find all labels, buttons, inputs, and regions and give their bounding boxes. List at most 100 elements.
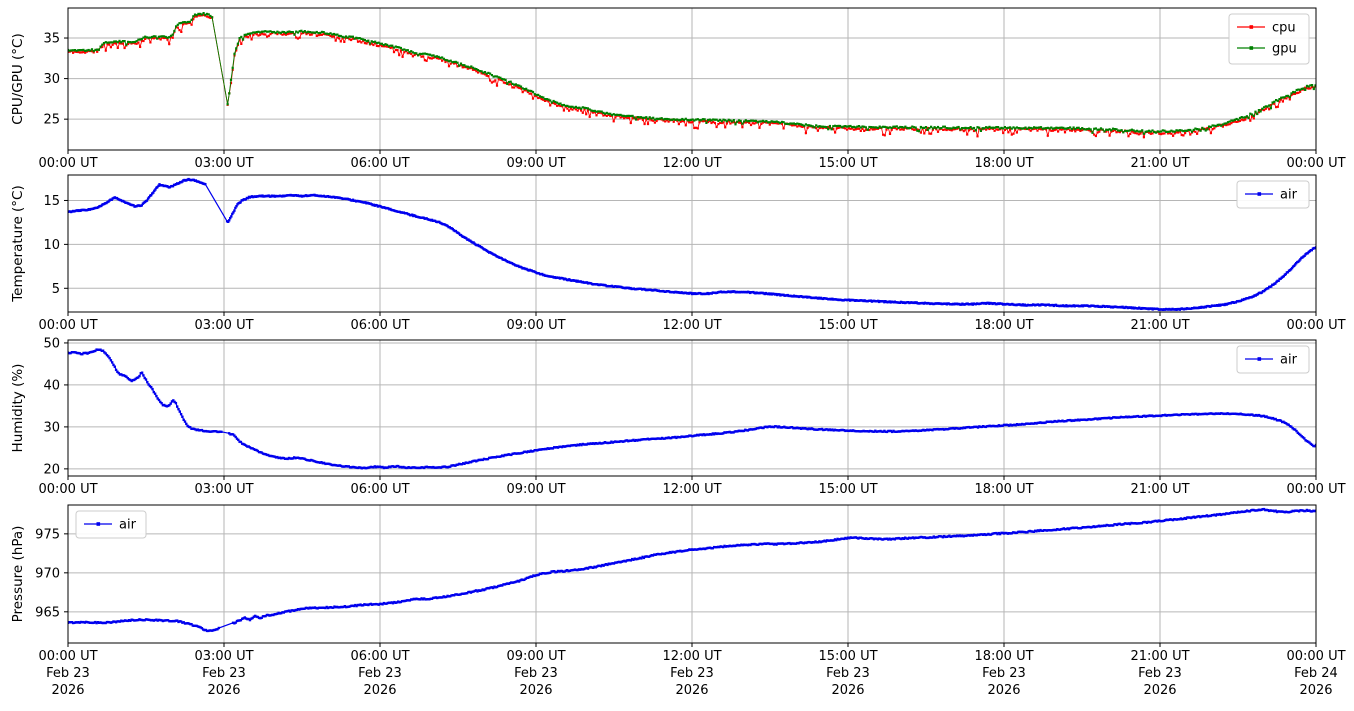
legend-box	[1228, 13, 1310, 65]
x-tick-label: 15:00 UT	[818, 482, 877, 497]
legend-pressure: air	[75, 510, 147, 539]
x-year-label: 2026	[363, 683, 396, 698]
x-tick-label: 15:00 UT	[818, 318, 877, 333]
x-date-label: Feb 23	[670, 666, 714, 681]
x-tick-label: 00:00 UT	[1286, 156, 1345, 171]
grid-pressure	[67, 505, 1317, 643]
legend-label: air	[1280, 353, 1298, 368]
legend-air-temperature: air	[1236, 180, 1310, 209]
x-tick-label: 00:00 UT	[1286, 318, 1345, 333]
x-axis-pressure: 00:00 UT 03:00 UT 06:00 UT 09:00 UT 12:00 UT…	[38, 643, 1346, 664]
y-tick-label: 40	[43, 378, 60, 393]
x-tick-label: 00:00 UT	[38, 482, 97, 497]
legend-marker-sample	[1249, 25, 1254, 29]
x-tick-label: 00:00 UT	[38, 649, 97, 664]
x-tick-label: 12:00 UT	[662, 649, 721, 664]
y-axis-cpu-gpu: 25 30 35	[43, 32, 68, 128]
x-axis-cpu-gpu: 00:00 UT 03:00 UT 06:00 UT 09:00 UT 12:00 UT…	[38, 150, 1346, 171]
y-tick-label: 30	[43, 420, 60, 435]
x-year-label: 2026	[519, 683, 552, 698]
x-tick-label: 03:00 UT	[194, 649, 253, 664]
y-tick-label: 50	[43, 336, 60, 351]
x-year-label: 2026	[987, 683, 1020, 698]
legend-marker-sample	[1257, 192, 1262, 196]
legend-marker-sample	[96, 522, 101, 526]
series-markers-air	[68, 348, 1316, 470]
x-tick-label: 12:00 UT	[662, 318, 721, 333]
y-tick-label: 975	[35, 527, 60, 542]
x-tick-label: 15:00 UT	[818, 156, 877, 171]
x-tick-label: 09:00 UT	[506, 156, 565, 171]
x-tick-label: 03:00 UT	[194, 482, 253, 497]
x-date-label: Feb 24	[1294, 666, 1338, 681]
panel-pressure: 00:00 UT 03:00 UT 06:00 UT 09:00 UT 12:00 UT…	[10, 504, 1346, 664]
panel-humidity: 00:00 UT 03:00 UT 06:00 UT 09:00 UT 12:00 UT…	[10, 336, 1346, 497]
y-tick-label: 10	[43, 238, 60, 253]
x-date-label: Feb 23	[46, 666, 90, 681]
y-tick-label: 30	[43, 72, 60, 87]
x-date-label: Feb 23	[982, 666, 1026, 681]
series-area-air-temperature	[68, 177, 1316, 311]
y-axis-title-pressure: Pressure (hPa)	[10, 526, 26, 623]
x-year-label: 2026	[51, 683, 84, 698]
x-tick-label: 03:00 UT	[194, 156, 253, 171]
x-tick-label: 18:00 UT	[974, 156, 1033, 171]
grid-humidity	[67, 340, 1317, 476]
x-tick-label: 21:00 UT	[1130, 318, 1189, 333]
x-tick-label: 09:00 UT	[506, 482, 565, 497]
legend-label: cpu	[1272, 21, 1296, 36]
y-tick-label: 25	[43, 113, 60, 128]
series-area-cpu-gpu	[68, 12, 1316, 139]
x-tick-label: 06:00 UT	[350, 318, 409, 333]
y-tick-label: 15	[43, 194, 60, 209]
y-axis-air-temperature: 5 10 15	[43, 194, 68, 297]
y-tick-label: 5	[52, 282, 60, 297]
x-tick-label: 00:00 UT	[1286, 649, 1345, 664]
y-axis-title-cpu-gpu: CPU/GPU (°C)	[10, 33, 26, 124]
x-year-label: 2026	[1299, 683, 1332, 698]
grid-cpu-gpu	[67, 8, 1317, 150]
x-tick-label: 06:00 UT	[350, 482, 409, 497]
series-markers-air	[68, 507, 1316, 633]
x-date-label: Feb 23	[1138, 666, 1182, 681]
legend-marker-sample	[1257, 357, 1262, 361]
x-tick-label: 09:00 UT	[506, 649, 565, 664]
x-tick-label: 03:00 UT	[194, 318, 253, 333]
panel-air-temperature: 00:00 UT 03:00 UT 06:00 UT 09:00 UT 12:00 UT…	[10, 174, 1346, 333]
x-year-label: 2026	[1143, 683, 1176, 698]
x-axis-dates: Feb 23 2026 Feb 23 2026 Feb 23 2026 Feb 23 2026…	[46, 666, 1338, 698]
y-axis-title-humidity: Humidity (%)	[10, 364, 26, 453]
x-tick-label: 00:00 UT	[38, 318, 97, 333]
y-tick-label: 970	[35, 566, 60, 581]
series-markers-cpu	[68, 13, 1316, 139]
legend-humidity: air	[1236, 345, 1310, 374]
x-date-label: Feb 23	[358, 666, 402, 681]
x-tick-label: 21:00 UT	[1130, 156, 1189, 171]
y-axis-pressure: 965 970 975	[35, 527, 68, 620]
x-tick-label: 12:00 UT	[662, 482, 721, 497]
panel-cpu-gpu: 00:00 UT 03:00 UT 06:00 UT 09:00 UT 12:00 UT…	[10, 7, 1346, 171]
x-tick-label: 15:00 UT	[818, 649, 877, 664]
x-year-label: 2026	[207, 683, 240, 698]
series-markers-air	[68, 177, 1316, 311]
x-tick-label: 09:00 UT	[506, 318, 565, 333]
legend-label: gpu	[1272, 42, 1297, 57]
y-axis-humidity: 20 30 40 50	[43, 336, 68, 477]
x-tick-label: 12:00 UT	[662, 156, 721, 171]
x-tick-label: 00:00 UT	[1286, 482, 1345, 497]
y-axis-title-air-temperature: Temperature (°C)	[10, 185, 26, 303]
x-tick-label: 18:00 UT	[974, 318, 1033, 333]
legend-label: air	[119, 518, 137, 533]
x-date-label: Feb 23	[202, 666, 246, 681]
x-tick-label: 18:00 UT	[974, 649, 1033, 664]
legend-label: air	[1280, 188, 1298, 203]
legend-cpu-gpu: cpu gpu	[1228, 13, 1310, 65]
x-tick-label: 00:00 UT	[38, 156, 97, 171]
x-tick-label: 06:00 UT	[350, 156, 409, 171]
y-tick-label: 965	[35, 605, 60, 620]
series-area-humidity	[68, 348, 1316, 470]
x-axis-humidity: 00:00 UT 03:00 UT 06:00 UT 09:00 UT 12:00 UT…	[38, 476, 1346, 497]
